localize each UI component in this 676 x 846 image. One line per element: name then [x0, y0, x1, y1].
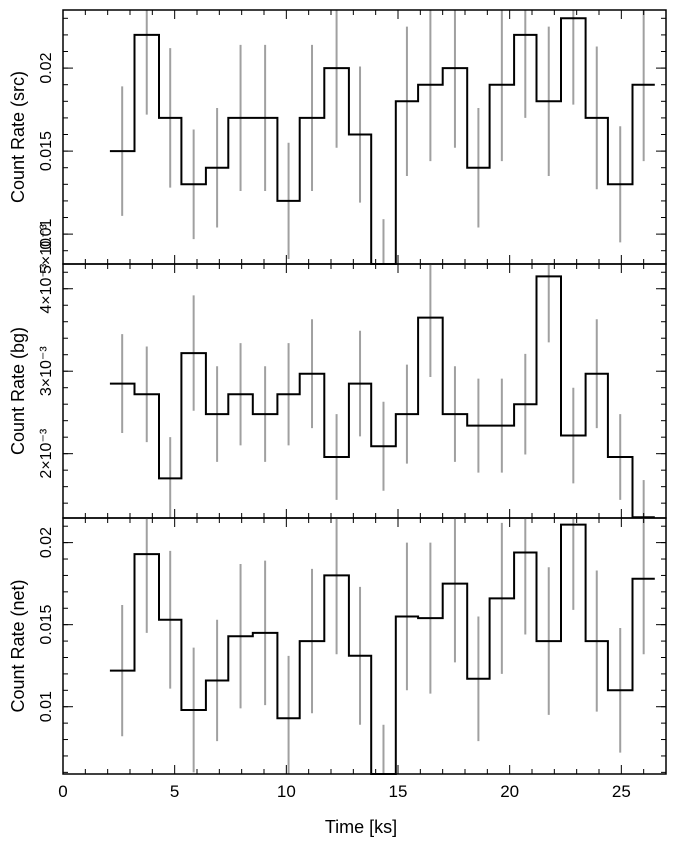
y-tick-label: 2×10⁻³ — [38, 428, 55, 478]
panel-net: 0.01 0.015 0.02 Count Rate (net) — [8, 517, 667, 775]
error-bars-net — [121, 518, 645, 774]
error-bars-bg — [121, 264, 645, 518]
panel-bg: 2×10⁻³ 3×10⁻³ 4×10⁻³ Count Rate (bg) — [8, 263, 667, 519]
x-axis-label: Time [ks] — [325, 817, 397, 837]
x-tick-labels: 0 5 10 15 20 25 — [58, 782, 631, 801]
y-ticks-src: 0.01 0.015 0.02 5×10⁻³ — [38, 17, 666, 274]
x-tick-label: 15 — [389, 782, 408, 801]
y-tick-label: 0.01 — [38, 218, 55, 249]
x-ticks-net — [62, 518, 667, 774]
y-axis-label-src: Count Rate (src) — [8, 71, 28, 203]
y-tick-label: 0.01 — [38, 691, 55, 722]
y-ticks-net: 0.01 0.015 0.02 — [38, 525, 666, 773]
x-ticks-bg — [62, 264, 667, 518]
panel-frame-bg — [62, 263, 667, 519]
x-tick-label: 0 — [58, 782, 67, 801]
error-bars-src — [121, 10, 645, 264]
x-tick-label: 20 — [500, 782, 519, 801]
y-tick-label: 0.015 — [38, 605, 55, 645]
y-axis-label-bg: Count Rate (bg) — [8, 327, 28, 455]
y-tick-label: 3×10⁻³ — [38, 346, 55, 396]
y-ticks-bg: 2×10⁻³ 3×10⁻³ 4×10⁻³ — [38, 263, 666, 504]
y-corner-label: 5×10⁻³ — [38, 224, 55, 274]
x-ticks-src — [62, 10, 667, 264]
x-tick-label: 25 — [612, 782, 631, 801]
y-tick-label: 0.015 — [38, 131, 55, 171]
panel-src: 0.01 0.015 0.02 5×10⁻³ Count Rate (src) — [8, 9, 667, 274]
panel-frame-net — [62, 517, 667, 775]
y-tick-label: 4×10⁻³ — [38, 263, 55, 313]
x-tick-label: 10 — [277, 782, 296, 801]
y-axis-label-net: Count Rate (net) — [8, 579, 28, 712]
y-tick-label: 0.02 — [38, 527, 55, 558]
y-tick-label: 0.02 — [38, 52, 55, 83]
step-line-bg — [109, 275, 655, 519]
x-tick-label: 5 — [170, 782, 179, 801]
panel-frame-src — [62, 9, 667, 265]
